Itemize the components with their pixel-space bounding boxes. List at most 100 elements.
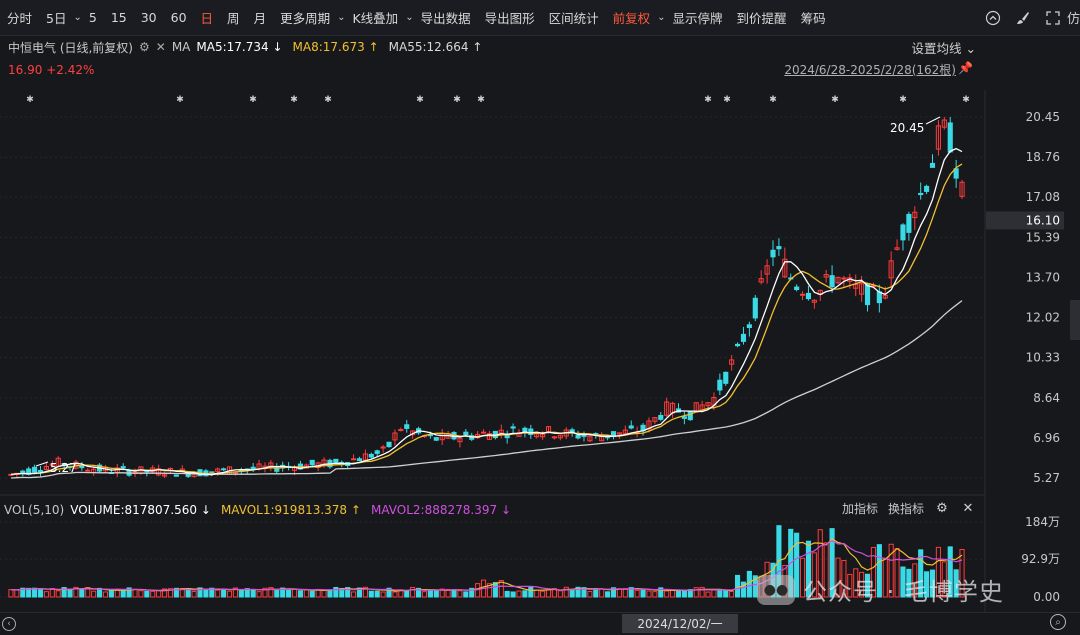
volume-bar xyxy=(43,591,49,598)
brush-icon[interactable] xyxy=(1014,9,1032,27)
candle-body xyxy=(918,192,924,196)
volume-bar xyxy=(610,587,617,598)
toolbar-item[interactable]: 周 xyxy=(227,11,240,26)
volume-tick-label: 92.9万 xyxy=(1021,552,1060,566)
candle-body xyxy=(616,432,622,435)
toolbar-item[interactable]: 5 xyxy=(88,10,97,25)
volume-bar xyxy=(616,588,622,598)
indicator-gear-icon[interactable]: ⚙ xyxy=(936,501,948,516)
volume-bar xyxy=(628,587,634,598)
toolbar-item[interactable]: 分时 xyxy=(7,11,33,26)
candle-body xyxy=(799,293,806,296)
candle-body xyxy=(32,466,38,473)
volume-bar xyxy=(841,560,847,598)
volume-bar xyxy=(274,589,280,598)
volume-bar xyxy=(250,588,256,598)
close-circle-icon[interactable]: ✕ xyxy=(155,40,166,54)
toolbar-item[interactable]: 更多周期 xyxy=(280,11,331,26)
toolbar-item[interactable]: 到价提醒 xyxy=(736,11,787,26)
volume-bar xyxy=(817,529,823,598)
switch-indicator-button[interactable]: 换指标 xyxy=(887,502,924,516)
toolbar-item[interactable]: 前复权 xyxy=(612,11,651,26)
side-collapse-tab[interactable] xyxy=(1070,300,1080,340)
indicator-close-icon[interactable]: ✕ xyxy=(962,501,974,516)
candle-body xyxy=(49,463,55,466)
event-marker-icon: ✱ xyxy=(831,95,839,105)
volume-bar xyxy=(794,532,800,598)
add-indicator-button[interactable]: 加指标 xyxy=(841,502,878,516)
event-marker-icon: ✱ xyxy=(416,95,424,105)
volume-bar xyxy=(410,586,416,598)
toolbar-item[interactable]: 区间统计 xyxy=(548,11,599,26)
volume-bar xyxy=(126,587,132,598)
candle-body xyxy=(161,474,168,477)
candle-body xyxy=(457,437,463,443)
set-ma-button[interactable]: 设置均线 ⌄ xyxy=(911,41,976,56)
vol-label: VOL(5,10) xyxy=(4,503,65,517)
event-marker-icon: ✱ xyxy=(899,95,907,105)
volume-bar xyxy=(37,588,44,598)
volume-bar xyxy=(805,540,812,598)
candle-body xyxy=(380,446,386,449)
event-marker-icon: ✱ xyxy=(704,95,712,105)
candle-body xyxy=(687,410,693,421)
toolbar-item[interactable]: 导出数据 xyxy=(420,11,471,26)
candle-body xyxy=(882,294,888,299)
toolbar-item[interactable]: 显示停牌 xyxy=(672,11,723,26)
candle-body xyxy=(912,211,918,219)
date-range[interactable]: 2024/6/28-2025/2/28(162根) xyxy=(784,63,956,77)
mavol2-line xyxy=(10,540,963,591)
volume-bar xyxy=(439,588,445,598)
stock-name: 中恒电气 (日线,前复权) xyxy=(8,40,133,55)
volume-bar xyxy=(221,588,227,598)
volume-bar xyxy=(191,590,197,598)
volume-bar xyxy=(652,591,658,598)
volume-bar xyxy=(522,590,528,598)
price-tick-label: 15.39 xyxy=(1026,230,1060,244)
search-circle-icon[interactable]: ⌕ xyxy=(1050,614,1066,630)
toolbar-item[interactable]: 筹码 xyxy=(800,11,826,26)
volume-bar xyxy=(634,589,640,598)
volume-bar xyxy=(729,590,735,598)
toolbar-item[interactable]: 60 xyxy=(170,10,187,25)
volume-bar xyxy=(711,589,717,598)
kline-chart[interactable]: 20.45 18.76 17.08 15.39 13.70 12.02 10.33 8.64 6… xyxy=(0,90,1080,615)
candle-body xyxy=(835,276,841,284)
candle-body xyxy=(540,433,546,438)
ma8-line xyxy=(10,163,963,476)
up-circle-icon[interactable] xyxy=(984,9,1002,27)
left-arrow-icon[interactable]: ‹ xyxy=(2,617,16,631)
toolbar-item[interactable]: 日 xyxy=(200,11,214,26)
volume-bar xyxy=(599,588,605,598)
volume-bar xyxy=(404,590,410,598)
volume-bar xyxy=(912,563,918,598)
volume-bar xyxy=(286,589,292,598)
candle-body xyxy=(463,431,469,436)
price-tick-label: 18.76 xyxy=(1026,150,1060,164)
wechat-logo-icon: ●● xyxy=(757,574,795,605)
ma8-value: MA8:17.673 ↑ xyxy=(292,40,379,54)
volume-bar xyxy=(900,566,906,598)
price-tick-label: 20.45 xyxy=(1026,110,1060,124)
fullscreen-icon[interactable] xyxy=(1044,9,1062,27)
event-marker-icon: ✱ xyxy=(290,95,298,105)
ma55-value: MA55:12.664 ↑ xyxy=(388,40,483,54)
volume-bar xyxy=(853,568,859,598)
high-arrow xyxy=(925,116,941,125)
candle-body xyxy=(486,433,493,440)
toolbar-item[interactable]: 5日 xyxy=(46,11,67,26)
price-tick-label: 10.33 xyxy=(1026,351,1060,365)
candle-body xyxy=(811,299,817,303)
volume-bar xyxy=(498,580,504,598)
settings-gear-icon[interactable]: ⚙ xyxy=(139,40,150,54)
volume-bar xyxy=(864,573,871,598)
toolbar-item[interactable]: 30 xyxy=(140,10,157,25)
volume-bar xyxy=(291,588,298,598)
toolbar-item[interactable]: 导出图形 xyxy=(484,11,535,26)
toolbar-item[interactable]: 月 xyxy=(253,11,267,26)
candle-body xyxy=(829,275,835,288)
pin-icon[interactable]: 📌 xyxy=(958,61,973,75)
toolbar-item[interactable]: K线叠加 xyxy=(352,11,399,26)
volume-bar xyxy=(20,587,26,598)
toolbar-item[interactable]: 15 xyxy=(110,10,127,25)
